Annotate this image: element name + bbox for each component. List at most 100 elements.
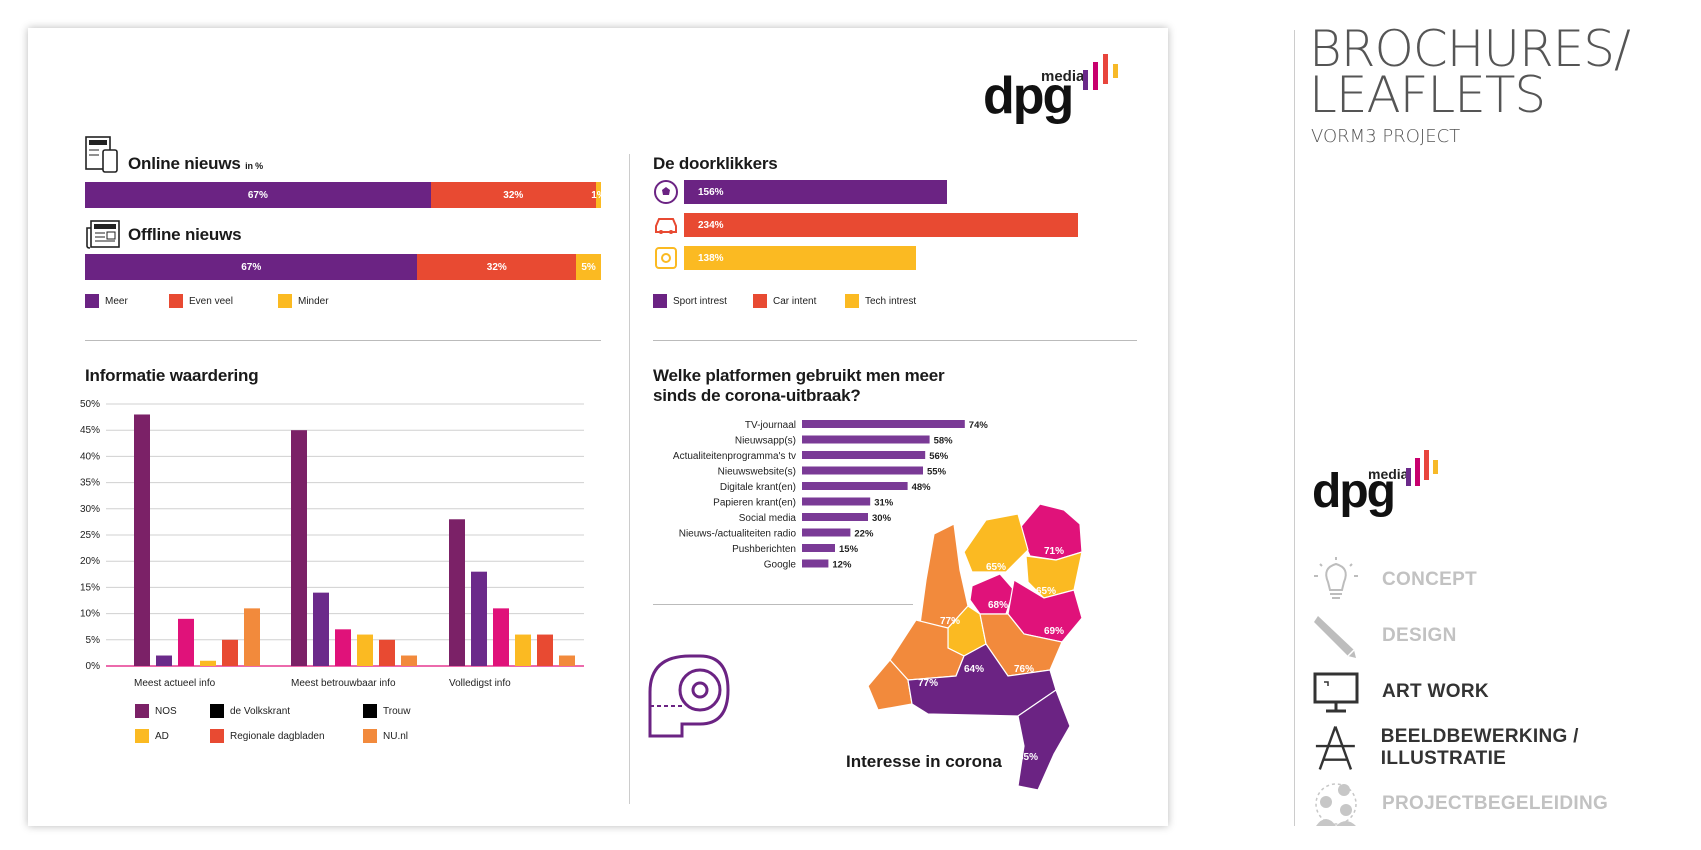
platform-label: Papieren krant(en) (713, 498, 796, 509)
sidebar-divider (1294, 30, 1295, 826)
brochure-preview[interactable]: media dpg Online nieuws in % 67% 32% 1% Of… (28, 28, 1168, 826)
platforms-divider (653, 604, 913, 605)
menu-item-art-work[interactable]: ART WORK (1312, 668, 1489, 716)
map-label-overijssel: 69% (1044, 626, 1065, 637)
logo-word: dpg (983, 67, 1074, 125)
region-friesland (963, 513, 1029, 573)
map-label-noord-brabant: 88% (974, 716, 995, 727)
menu-label-design: DESIGN (1382, 625, 1457, 646)
menu-item-concept[interactable]: CONCEPT (1312, 556, 1477, 604)
platform-bar (802, 435, 930, 444)
x-category-label: Volledigst info (449, 678, 511, 689)
platform-value: 56% (929, 451, 949, 462)
platform-label: Digitale krant(en) (720, 482, 796, 493)
platform-label: TV-journaal (745, 420, 796, 431)
bar-nos (134, 414, 150, 666)
bar-de-volkskrant (471, 571, 487, 666)
platform-value: 22% (854, 529, 874, 540)
platform-value: 48% (912, 482, 932, 493)
dpg-logo: media dpg (983, 54, 1153, 134)
platform-value: 12% (832, 560, 852, 571)
sidebar-subtitle: VORM3 PROJECT (1311, 126, 1461, 147)
map-label-drenthe: 65% (1036, 586, 1057, 597)
bar-nu-nl (401, 655, 417, 666)
divider-left (85, 340, 601, 341)
bar-nu-nl (559, 655, 575, 666)
platform-value: 31% (874, 498, 894, 509)
y-tick-label: 50% (80, 399, 100, 410)
people-icon (1315, 783, 1357, 826)
bar-ad (515, 634, 531, 666)
sidebar-logo-sub: media (1368, 466, 1409, 482)
football-icon (653, 179, 679, 205)
menu-label-art-work: ART WORK (1382, 681, 1489, 702)
platform-value: 30% (872, 513, 892, 524)
newspaper-icon (85, 220, 121, 250)
compass-pen-icon (1315, 726, 1355, 770)
region-limburg (1017, 689, 1071, 791)
bar-trouw (178, 618, 194, 666)
bar-de-volkskrant (156, 655, 172, 666)
clickers-title: De doorklikkers (653, 154, 778, 173)
map-label-flevoland: 68% (988, 600, 1009, 611)
x-category-label: Meest actueel info (134, 678, 216, 689)
menu-label-concept: CONCEPT (1382, 569, 1477, 590)
offline-segment-1: 32% (417, 254, 577, 280)
platform-bar (802, 420, 965, 428)
sidebar-logo-word: dpg (1312, 465, 1396, 518)
platform-label: Pushberichten (732, 544, 796, 555)
y-tick-label: 40% (80, 451, 100, 462)
news-legend-even-veel: Even veel (169, 294, 233, 308)
bar-regionale-dagbladen (537, 634, 553, 666)
platforms-title: Welke platformen gebruikt men meer sinds… (653, 366, 945, 405)
platform-value: 15% (839, 544, 859, 555)
offline-segment-2: 5% (576, 254, 601, 280)
bar-nos (291, 430, 307, 666)
region-noord-brabant (907, 643, 1057, 717)
divider-right (653, 340, 1137, 341)
map-label-gelderland: 76% (1014, 664, 1035, 675)
netherlands-map (868, 503, 1083, 791)
sidebar-title-line1: BROCHURES/ (1309, 20, 1631, 78)
car-icon (653, 212, 679, 238)
bar-de-volkskrant (313, 592, 329, 666)
newspaper-tablet-icon (85, 136, 119, 174)
bar-ad (200, 660, 216, 666)
waardering-legend-item: de Volkskrant (210, 704, 290, 718)
platform-bar (802, 497, 871, 506)
waardering-legend-item: NU.nl (363, 729, 408, 743)
online-title: Online nieuws in % (128, 154, 263, 173)
bar-ad (357, 634, 373, 666)
y-tick-label: 35% (80, 478, 100, 489)
platform-label: Actualiteitenprogramma's tv (673, 451, 796, 462)
platform-value: 58% (934, 436, 954, 447)
tech-icon (653, 245, 679, 271)
column-divider (629, 154, 630, 804)
platform-label: Nieuwsapp(s) (735, 436, 796, 447)
menu-item-design[interactable]: DESIGN (1312, 612, 1457, 660)
map-label-limburg: 85% (1018, 752, 1039, 763)
clickers-legend-car: Car intent (753, 294, 816, 308)
sidebar-dpg-logo: media dpg (1312, 448, 1462, 524)
bar-nu-nl (244, 608, 260, 666)
platform-bar (802, 528, 851, 537)
sidebar-title-line2: LEAFLETS (1309, 66, 1546, 124)
platform-bar (802, 513, 868, 521)
map-caption: Interesse in corona (846, 752, 1002, 771)
y-tick-label: 45% (80, 425, 100, 436)
map-label-groningen: 71% (1044, 546, 1065, 557)
map-label-zuid-holland: 77% (918, 678, 939, 689)
menu-item-projectbegeleiding[interactable]: PROJECTBEGELEIDING (1312, 780, 1608, 828)
y-tick-label: 30% (80, 504, 100, 515)
waardering-legend-item: AD (135, 729, 169, 743)
x-category-label: Meest betrouwbaar info (291, 678, 396, 689)
platform-bar (802, 466, 923, 475)
waardering-legend-item: Trouw (363, 704, 410, 718)
offline-segment-0: 67% (85, 254, 418, 280)
platforms-chart: TV-journaal 74% Nieuwsapp(s) 58% Actualiteit… (673, 420, 988, 571)
platform-bar (802, 451, 926, 459)
bar-regionale-dagbladen (379, 639, 395, 666)
map-label-noord-holland: 77% (940, 616, 961, 627)
menu-item-beeldbewerking[interactable]: BEELDBEWERKING / ILLUSTRATIE (1312, 724, 1701, 772)
platform-label: Nieuwswebsite(s) (718, 467, 796, 478)
